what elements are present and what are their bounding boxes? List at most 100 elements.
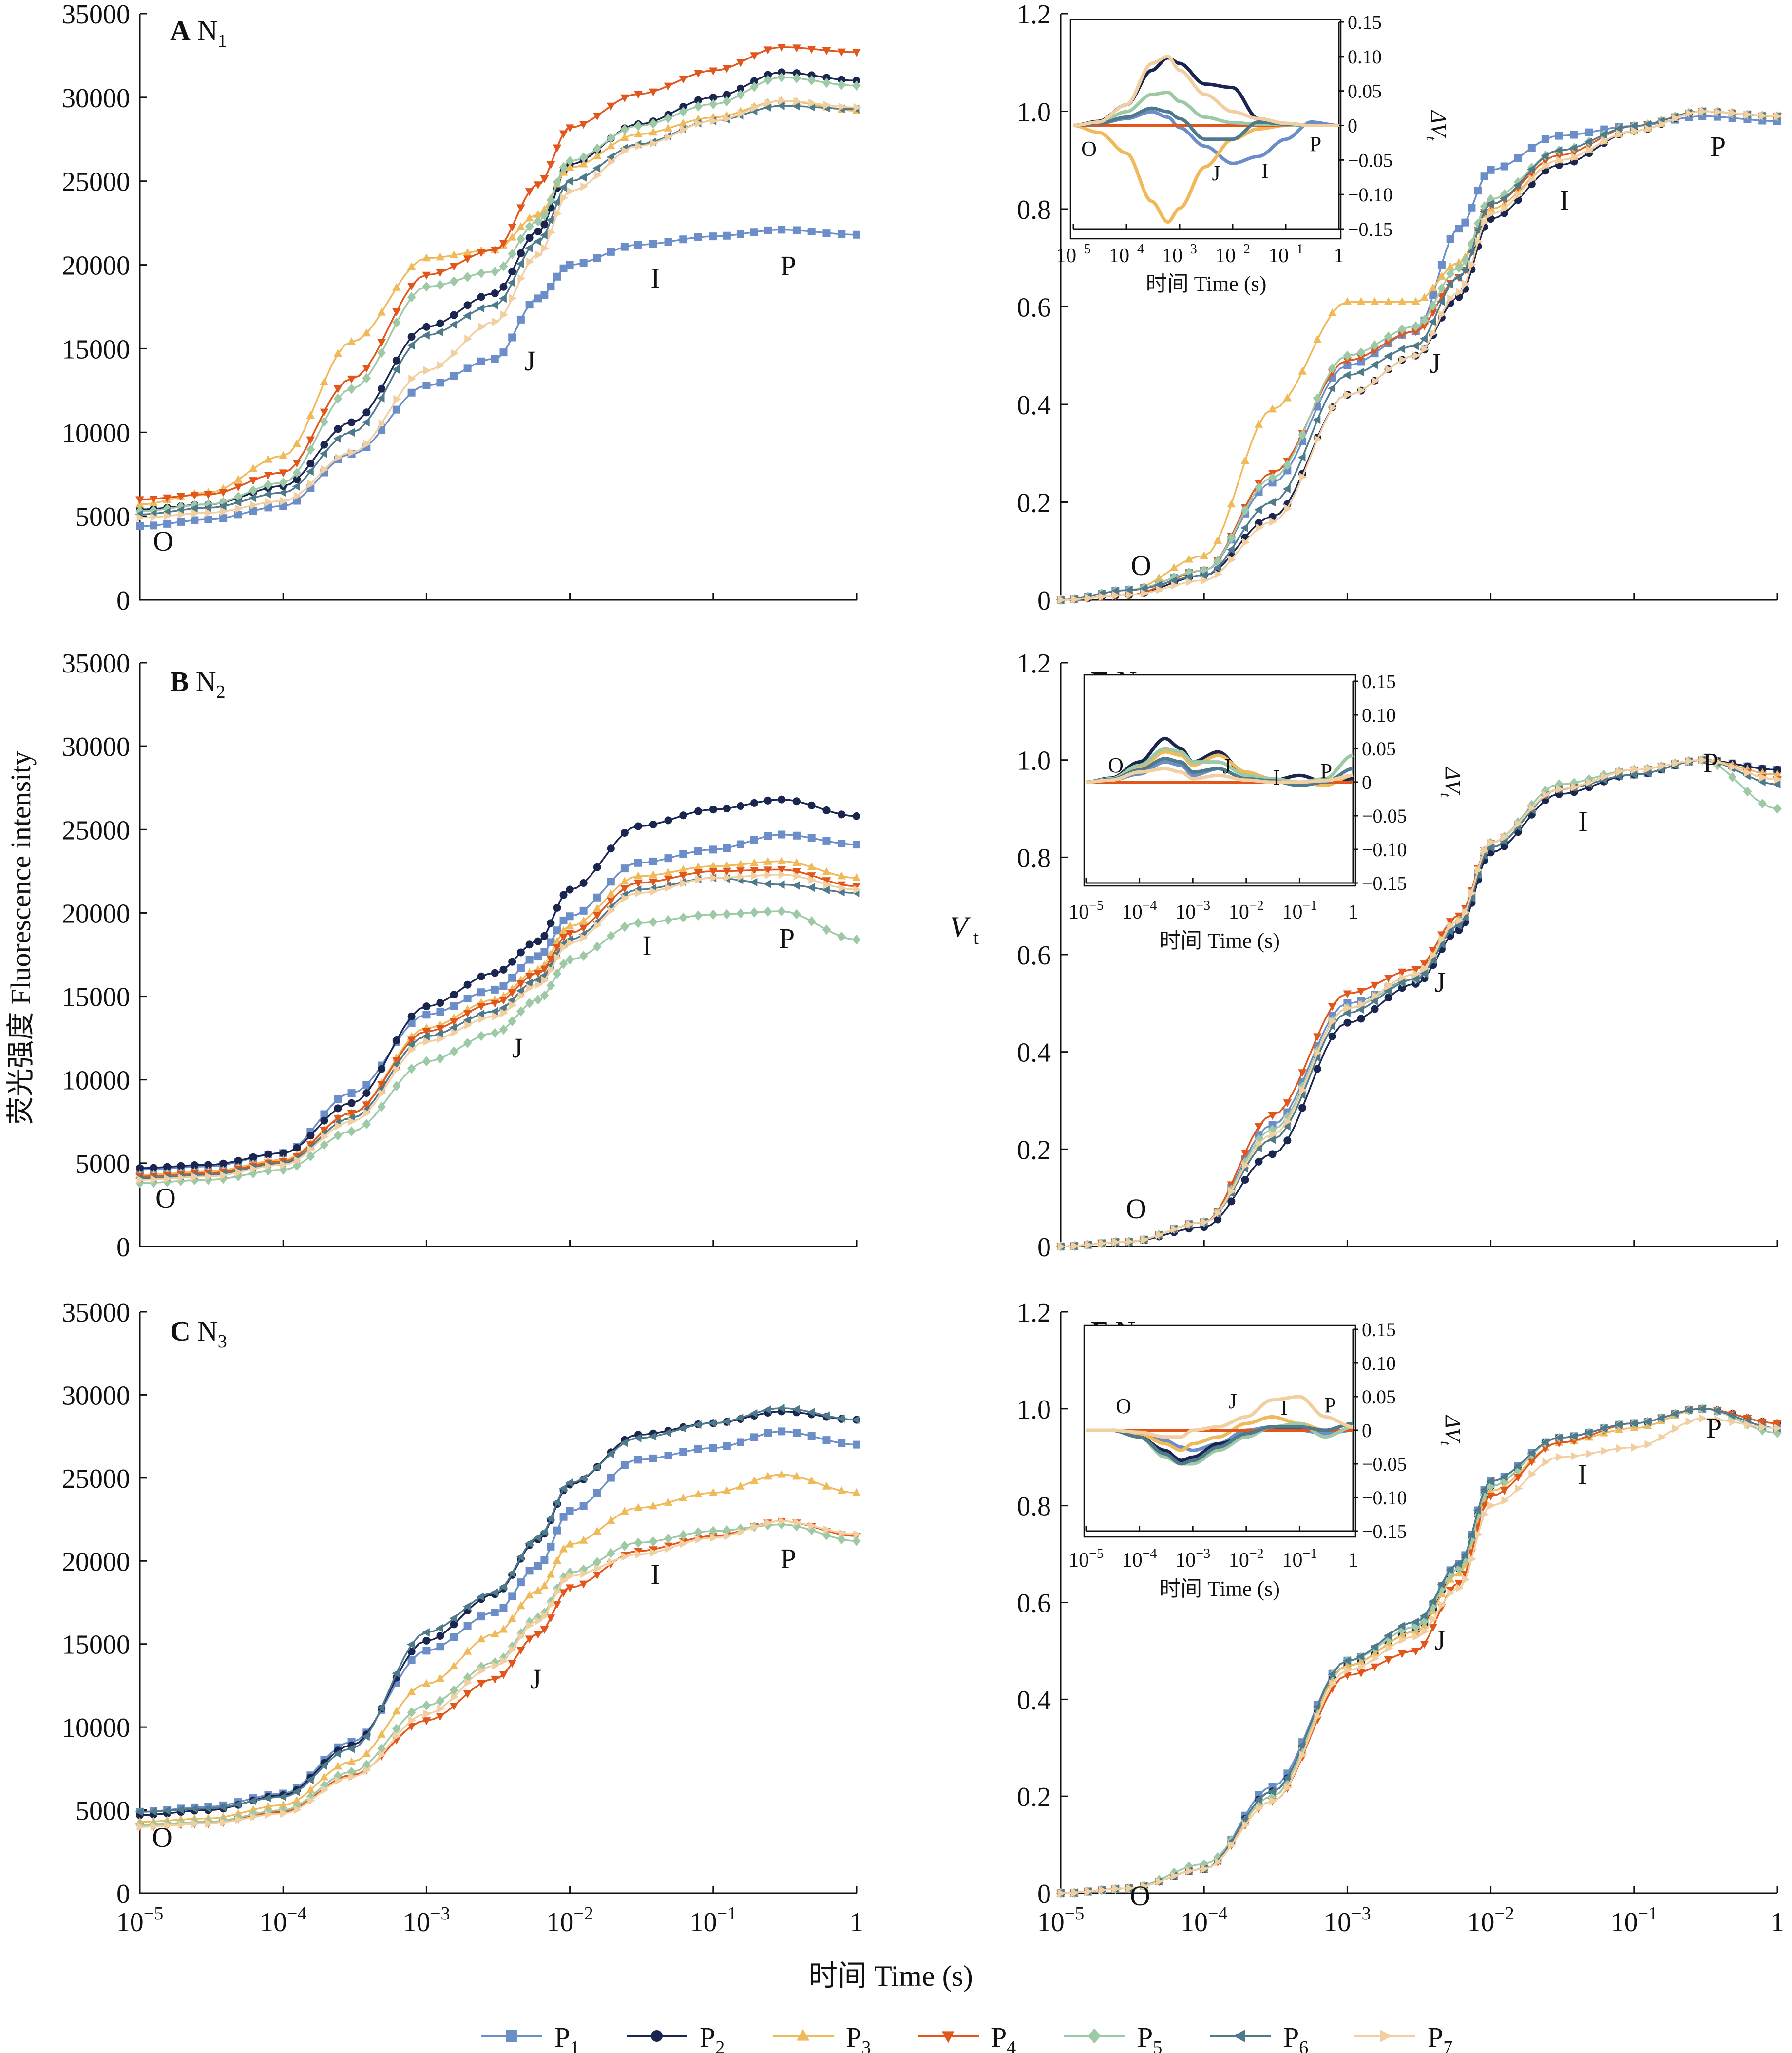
data-point [1467, 238, 1476, 249]
y-tick-label: 10000 [62, 418, 130, 448]
data-point [1584, 1428, 1592, 1437]
data-point [540, 220, 549, 229]
data-point [1614, 771, 1622, 781]
data-point [377, 1703, 385, 1712]
data-point [516, 249, 525, 257]
data-point [1384, 352, 1392, 361]
data-point [634, 1537, 643, 1548]
data-point [449, 1703, 458, 1711]
data-point [565, 1478, 573, 1487]
data-point [823, 880, 832, 889]
inset-y-tick-label: 0 [1362, 1420, 1372, 1441]
y-tick-label: 0.8 [1017, 1492, 1051, 1522]
data-point [554, 209, 562, 218]
data-point [792, 797, 801, 806]
data-point [1643, 768, 1651, 778]
data-point [490, 1028, 499, 1038]
data-point [436, 269, 445, 277]
y-axis-title-right-main: V [950, 911, 971, 943]
data-point [694, 847, 703, 855]
data-point [1329, 1017, 1337, 1026]
data-point [421, 1032, 430, 1041]
data-point [347, 418, 356, 426]
inset-y-tick-label: 0.15 [1362, 671, 1396, 692]
data-point [1397, 978, 1406, 987]
data-point [763, 906, 772, 917]
data-point [1184, 567, 1194, 578]
data-point [320, 408, 329, 417]
legend-item-P4: P4 [918, 2021, 1016, 2053]
data-point [234, 511, 242, 519]
data-point [821, 885, 830, 895]
data-point [1156, 1230, 1164, 1239]
x-tick-label: 10−5 [1037, 1903, 1084, 1938]
data-point [1357, 1015, 1365, 1023]
data-point [1616, 1444, 1624, 1453]
data-point [1454, 258, 1464, 266]
data-point [508, 249, 516, 259]
data-point [1541, 785, 1550, 796]
data-point [607, 1474, 615, 1482]
data-point [723, 91, 731, 99]
data-point [478, 1666, 486, 1675]
panel-n: N [197, 15, 218, 46]
data-point [407, 1018, 416, 1027]
data-point [1342, 371, 1351, 380]
data-point [463, 980, 472, 989]
data-point [764, 98, 773, 107]
data-point [1728, 1411, 1736, 1420]
panel-letter: A [170, 15, 191, 46]
data-point [190, 504, 198, 513]
data-point [204, 499, 213, 510]
data-point [546, 980, 555, 991]
legend-label: P1 [554, 2021, 579, 2053]
data-point [777, 866, 786, 875]
data-point [1438, 1600, 1447, 1610]
inset-x-tick-exponent: −4 [1143, 1546, 1157, 1561]
inset-x-tick-label: 10−1 [1282, 898, 1317, 923]
data-point [292, 467, 302, 478]
data-point [837, 1414, 845, 1423]
legend-marker [1087, 2028, 1101, 2044]
series-markers-P3 [135, 96, 861, 508]
data-point [1344, 1004, 1352, 1013]
data-point [1481, 846, 1489, 855]
data-point [593, 893, 601, 902]
data-point [1429, 283, 1437, 291]
data-point [593, 863, 601, 871]
data-point [1267, 1787, 1276, 1796]
data-point [1481, 1510, 1489, 1519]
inset-y-axis-title-main: ΔV [1427, 110, 1450, 139]
inset-series-line-P7 [1086, 1395, 1354, 1439]
data-point [1411, 297, 1420, 305]
data-point [837, 1534, 846, 1545]
data-point [1500, 194, 1508, 203]
legend-label-sub: 7 [1443, 2037, 1452, 2053]
data-point [634, 1503, 643, 1511]
data-point [793, 872, 801, 881]
data-point [1242, 1161, 1250, 1170]
data-point [508, 1592, 516, 1600]
inset-phase-label-O: O [1108, 753, 1124, 777]
data-point [1313, 335, 1322, 343]
x-tick-exponent: −5 [144, 1903, 163, 1924]
data-point [1447, 1589, 1455, 1597]
data-point [1098, 1239, 1106, 1248]
data-point [1446, 262, 1455, 270]
data-point [1268, 1150, 1277, 1158]
data-point [219, 1159, 228, 1168]
data-point [1744, 768, 1753, 777]
data-point [516, 1578, 525, 1587]
data-point [490, 1588, 498, 1597]
data-point [1299, 473, 1307, 481]
inset-y-tick-label: −0.10 [1362, 1487, 1407, 1509]
phase-label-I: I [1578, 806, 1587, 837]
x-tick-exponent: −4 [287, 1903, 306, 1924]
data-point [709, 1526, 718, 1536]
data-point [1420, 1615, 1429, 1626]
series-line-P2 [139, 71, 857, 511]
series-markers-P3 [135, 1470, 861, 1825]
series-line-P6 [139, 877, 857, 1179]
data-point [1420, 960, 1429, 969]
inset-phase-label-O: O [1116, 1394, 1131, 1418]
